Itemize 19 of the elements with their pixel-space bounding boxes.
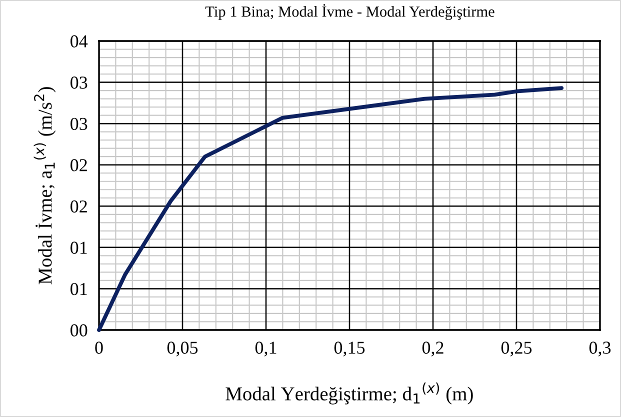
y-tick-label: 03 (70, 76, 88, 89)
y-tick-label: 01 (70, 242, 87, 254)
x-tick-label: 0,3 (589, 342, 611, 356)
y-tick-label: 03 (70, 118, 88, 130)
x-tick-label: 0,15 (334, 342, 365, 356)
y-tick-label: 01 (70, 282, 87, 296)
y-tick-label: 00 (70, 324, 88, 336)
x-tick-label: 0,1 (255, 342, 276, 356)
line-series (97, 86, 564, 332)
x-tick-label: 0 (95, 342, 103, 354)
x-axis-title: Modal Yerdeğiştirme; d$_{1}$$^{(x)}$ (m) (226, 382, 473, 404)
y-tick-label: 04 (70, 35, 88, 48)
y-axis-title: Modal İvme; a$_{1}$$^{(x)}$ (m/s$^{2}$) (34, 87, 56, 284)
y-tick-label: 02 (70, 159, 87, 172)
chart-title: Tip 1 Bina; Modal İvme - Modal Yerdeğiştirme (205, 4, 494, 20)
x-tick-label: 0,25 (501, 342, 532, 356)
x-tick-label: 0,2 (422, 342, 444, 356)
y-tick-label: 02 (70, 200, 87, 213)
x-tick-label: 0,05 (167, 342, 198, 356)
